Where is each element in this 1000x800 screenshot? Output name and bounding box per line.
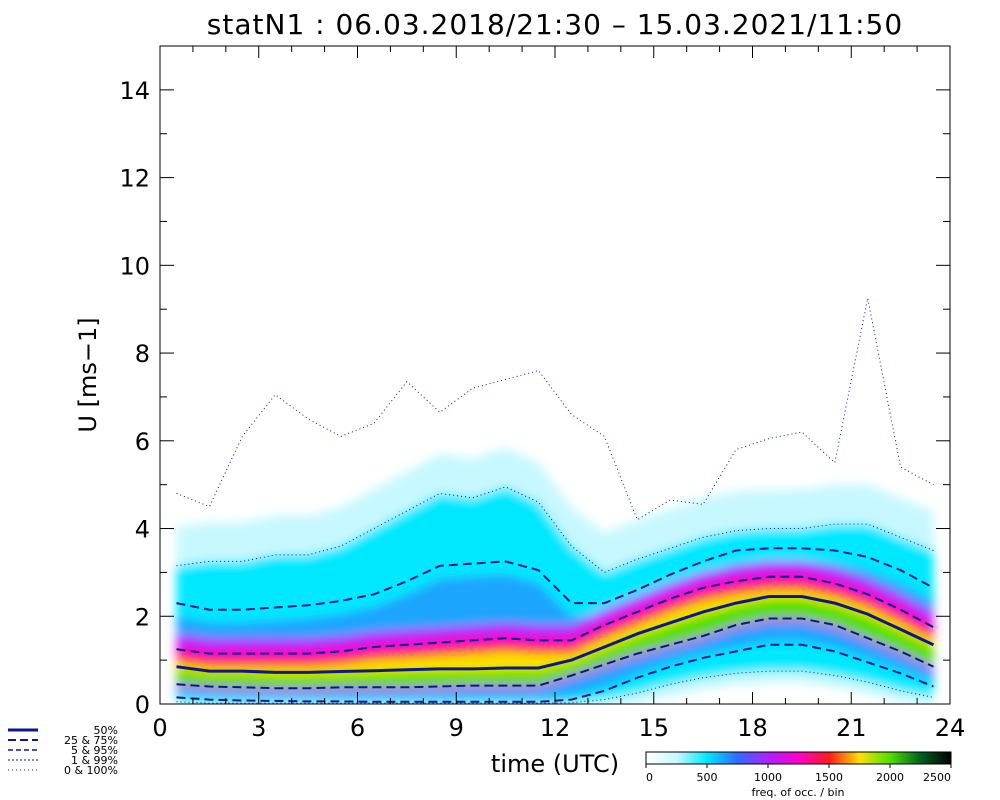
y-tick-label: 2 [135, 603, 150, 631]
series-line-75pct [176, 575, 934, 655]
colorbar: 0 500 1000 1500 2000 2500 freq. of occ. / bin [645, 751, 952, 799]
x-tick-label: 0 [152, 714, 167, 742]
x-tick-label: 3 [251, 714, 266, 742]
x-tick-label: 24 [935, 714, 966, 742]
x-axis: 0 3 6 9 12 15 18 21 24 [152, 46, 965, 742]
colorbar-ramp [645, 751, 952, 765]
colorbar-tick-label: 1500 [815, 771, 843, 784]
y-tick-label: 12 [119, 165, 150, 193]
series-line-50pct [176, 595, 935, 674]
x-tick-label: 21 [836, 714, 867, 742]
x-axis-label: time (UTC) [491, 750, 619, 778]
series-line-25pct [176, 617, 934, 690]
colorbar-tick-label: 0 [646, 771, 653, 784]
y-tick-label: 14 [119, 77, 150, 105]
colorbar-tick-label: 500 [697, 771, 718, 784]
y-tick-label: 10 [119, 252, 150, 280]
colorbar-tick-label: 2500 [923, 771, 951, 784]
y-tick-label: 0 [135, 691, 150, 719]
series-line-95pct [176, 547, 934, 611]
x-tick-label: 9 [449, 714, 464, 742]
legend-label: 25 & 75% [64, 734, 118, 747]
chart-title: statN1 : 06.03.2018/21:30 – 15.03.2021/1… [207, 8, 903, 41]
y-tick-label: 6 [135, 428, 150, 456]
legend-label: 50% [94, 724, 118, 737]
legend-label: 0 & 100% [64, 764, 118, 777]
x-tick-label: 6 [350, 714, 365, 742]
colorbar-ticks: 0 500 1000 1500 2000 2500 [645, 764, 952, 784]
y-tick-label: 4 [135, 516, 150, 544]
series-line-100pct [176, 298, 934, 521]
legend-label: 5 & 95% [71, 744, 118, 757]
y-axis-label: U [ms−1] [74, 317, 102, 432]
legend-label: 1 & 99% [71, 754, 118, 767]
density-band [176, 598, 934, 688]
x-tick-label: 15 [638, 714, 669, 742]
colorbar-tick-label: 1000 [754, 771, 782, 784]
colorbar-label: freq. of occ. / bin [751, 786, 844, 799]
legend: 50%25 & 75% 5 & 95% 1 & 99% 0 & 100% [8, 724, 118, 777]
y-axis: 0 2 4 6 8 10 12 14 [119, 77, 950, 719]
y-tick-label: 8 [135, 340, 150, 368]
colorbar-tick-label: 2000 [876, 771, 904, 784]
x-tick-label: 12 [540, 714, 571, 742]
x-tick-label: 18 [737, 714, 768, 742]
